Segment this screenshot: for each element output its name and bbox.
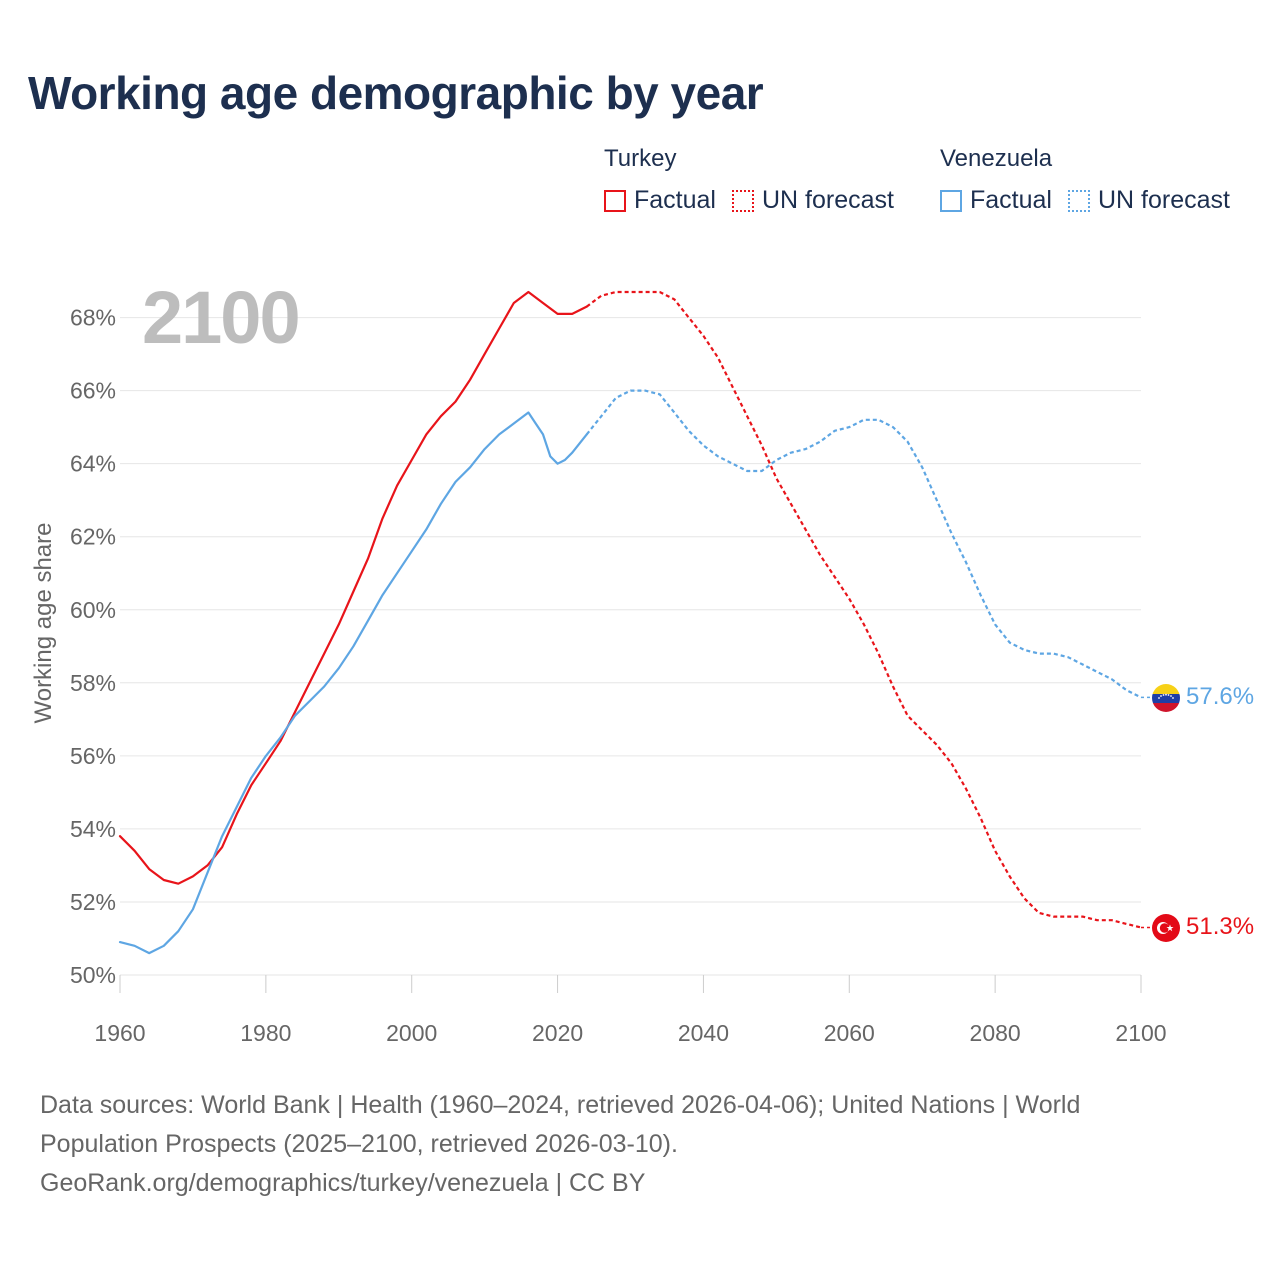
x-tick-label: 1960: [94, 1020, 145, 1046]
legend-country-name: Venezuela: [940, 145, 1053, 172]
y-tick-label: 66%: [70, 378, 116, 404]
chart-title: Working age demographic by year: [28, 67, 764, 119]
legend-group-turkey: Turkey Factual UN forecast: [604, 144, 910, 215]
legend-country-name: Turkey: [604, 145, 677, 172]
legend-label: UN forecast: [1097, 186, 1230, 214]
venezuela-factual-line: [118, 411, 588, 955]
y-tick-label: 60%: [70, 597, 116, 623]
turkey-factual-line: [118, 290, 588, 885]
x-tick-label: 1980: [240, 1020, 291, 1046]
x-tick-label: 2020: [532, 1020, 583, 1046]
dotted-swatch-icon: [731, 189, 754, 212]
solid-swatch-icon: [940, 189, 962, 212]
y-tick-label: 64%: [70, 451, 116, 477]
x-tick-label: 2000: [386, 1020, 437, 1046]
solid-swatch-icon: [604, 189, 626, 212]
legend-label: Factual: [634, 186, 716, 214]
y-tick-label: 56%: [70, 743, 116, 769]
turkey-flag-icon: [1152, 914, 1180, 942]
footer-sources: Data sources: World Bank | Health (1960–…: [40, 1086, 1180, 1203]
legend-item-venezuela-forecast[interactable]: UN forecast: [1067, 186, 1230, 215]
legend-item-venezuela-factual[interactable]: Factual: [940, 186, 1052, 215]
y-tick-label: 62%: [70, 524, 116, 550]
legend-label: Factual: [970, 186, 1052, 214]
year-label: 2100: [142, 276, 299, 359]
y-tick-label: 50%: [70, 962, 116, 988]
legend-item-turkey-factual[interactable]: Factual: [604, 186, 716, 215]
line-chart: 50% 52% 54% 56% 58% 60% 62% 64% 66% 68% 1960 1980 2…: [30, 276, 1254, 1046]
legend-group-venezuela: Venezuela Factual UN forecast: [940, 144, 1246, 215]
footer-line: GeoRank.org/demographics/turkey/venezuel…: [40, 1169, 646, 1197]
y-tick-label: 68%: [70, 305, 116, 331]
x-tick-label: 2040: [678, 1020, 729, 1046]
y-tick-label: 52%: [70, 889, 116, 915]
y-tick-label: 58%: [70, 670, 116, 696]
turkey-end-value: 51.3%: [1186, 913, 1254, 940]
venezuela-flag-icon: [1152, 684, 1180, 712]
venezuela-end-value: 57.6%: [1186, 683, 1254, 710]
venezuela-forecast-line: [585, 389, 1142, 699]
footer-line: Population Prospects (2025–2100, retriev…: [40, 1130, 678, 1158]
y-tick-label: 54%: [70, 816, 116, 842]
x-tick-label: 2100: [1115, 1020, 1166, 1046]
footer-line: Data sources: World Bank | Health (1960–…: [40, 1091, 1081, 1119]
legend-item-turkey-forecast[interactable]: UN forecast: [731, 186, 894, 215]
y-axis-label: Working age share: [30, 523, 57, 724]
dotted-swatch-icon: [1067, 189, 1090, 212]
x-tick-label: 2060: [824, 1020, 875, 1046]
turkey-forecast-line: [586, 290, 1142, 929]
legend-label: UN forecast: [761, 186, 894, 214]
x-tick-label: 2080: [970, 1020, 1021, 1046]
